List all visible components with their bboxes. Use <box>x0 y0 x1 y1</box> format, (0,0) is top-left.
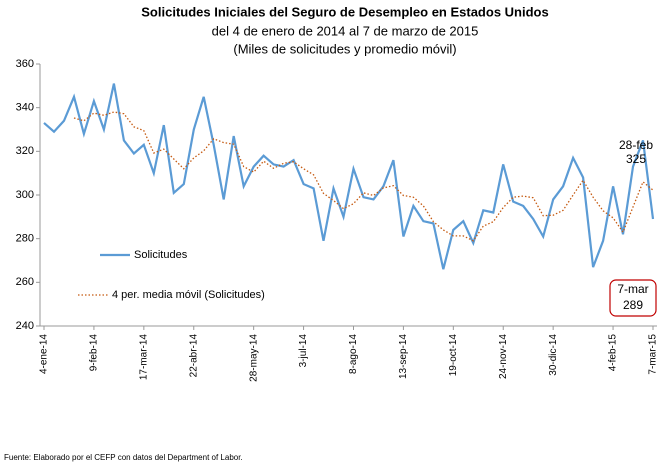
series-line <box>43 83 655 270</box>
annotation-label: 28-feb <box>619 138 653 152</box>
series-line <box>73 111 654 242</box>
x-tick-label: 17-mar-14 <box>138 334 149 381</box>
y-tick-label: 300 <box>16 189 34 201</box>
x-tick-label: 4-feb-15 <box>608 334 619 372</box>
x-tick-label: 9-feb-14 <box>89 334 100 372</box>
y-tick-label: 260 <box>16 276 34 288</box>
annotation-value: 325 <box>626 152 646 166</box>
chart-subtitle: del 4 de enero de 2014 al 7 de marzo de … <box>212 23 479 38</box>
annotation-box <box>609 279 657 317</box>
x-tick-label: 24-nov-14 <box>498 334 509 379</box>
x-tick-label: 19-oct-14 <box>448 334 459 377</box>
y-tick-label: 340 <box>16 102 34 114</box>
x-tick-label: 30-dic-14 <box>548 334 559 376</box>
x-tick-label: 8-ago-14 <box>348 334 359 374</box>
x-tick-label: 22-abr-14 <box>188 334 199 378</box>
x-tick-label: 13-sep-14 <box>398 334 409 379</box>
annotation-value: 289 <box>623 298 643 312</box>
chart-title: Solicitudes Iniciales del Seguro de Dese… <box>141 4 548 19</box>
y-tick-label: 280 <box>16 233 34 245</box>
x-tick-label: 28-may-14 <box>248 334 259 382</box>
annotation-label: 7-mar <box>617 282 648 296</box>
y-tick-label: 240 <box>16 320 34 332</box>
y-tick-label: 360 <box>16 58 34 70</box>
x-tick-label: 3-jul-14 <box>298 334 309 368</box>
x-tick-label: 7-mar-15 <box>648 334 659 375</box>
x-tick-label: 4-ene-14 <box>39 334 50 374</box>
y-tick-label: 320 <box>16 145 34 157</box>
chart-subtitle: (Miles de solicitudes y promedio móvil) <box>233 41 456 56</box>
legend-label: Solicitudes <box>134 249 188 261</box>
source-note: Fuente: Elaborado por el CEFP con datos … <box>4 453 243 462</box>
legend-label: 4 per. media móvil (Solicitudes) <box>112 289 265 301</box>
